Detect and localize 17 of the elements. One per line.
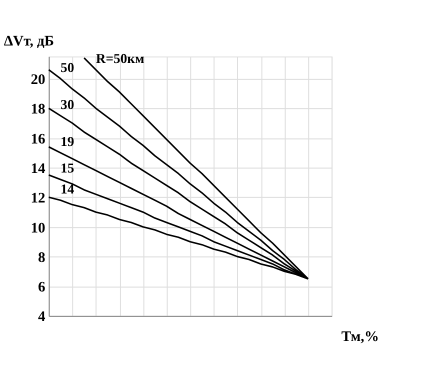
- y-axis-title: ΔVт, дБ: [4, 34, 54, 50]
- x-axis-title: Тм,%: [341, 329, 379, 346]
- y-tick-label: 8: [38, 250, 46, 266]
- series-label: 14: [60, 181, 74, 196]
- y-tick-label: 18: [30, 102, 46, 118]
- series-label: 50: [60, 60, 74, 75]
- series-label: R=50км: [96, 50, 144, 66]
- y-tick-label: 14: [30, 160, 46, 177]
- y-tick-label: 4: [38, 309, 46, 326]
- y-tick-label: 12: [30, 190, 46, 207]
- series-label: 30: [60, 96, 74, 112]
- y-tick-label: 10: [30, 220, 46, 236]
- y-tick-label: 20: [30, 72, 46, 88]
- y-tick-label: 16: [30, 131, 46, 148]
- y-tick-label: 6: [38, 280, 46, 296]
- series-label: 15: [60, 160, 74, 176]
- series-label: 19: [60, 134, 74, 149]
